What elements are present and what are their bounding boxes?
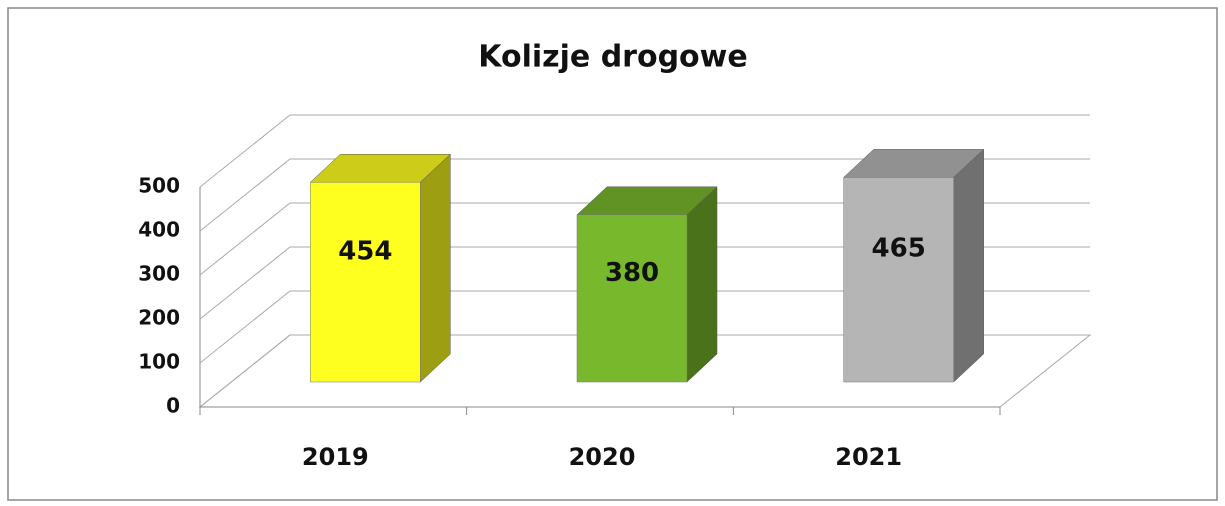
x-tick-label: 2020	[569, 443, 636, 471]
bar-side	[420, 153, 451, 383]
y-tick-label: 400	[138, 218, 180, 242]
data-label: 465	[872, 234, 926, 264]
bar-side	[953, 148, 984, 383]
data-label: 454	[338, 237, 392, 267]
y-tick-label: 500	[138, 174, 180, 198]
chart-title: Kolizje drogowe	[478, 40, 747, 75]
grid-line	[199, 158, 1090, 232]
y-tick-label: 300	[138, 262, 180, 286]
x-tick-label: 2019	[302, 443, 369, 471]
grid-line	[199, 334, 1090, 408]
y-tick-label: 0	[166, 394, 180, 418]
bar	[310, 181, 421, 383]
data-label: 380	[605, 258, 659, 288]
bar	[576, 214, 688, 383]
bar-side	[686, 186, 718, 383]
x-tick-label: 2021	[835, 443, 902, 471]
grid-line	[199, 290, 1090, 364]
grid-line	[199, 114, 1090, 188]
grid-line	[199, 202, 1090, 276]
y-tick-label: 100	[138, 350, 180, 374]
grid-line	[199, 246, 1090, 320]
y-tick-label: 200	[138, 306, 180, 330]
bar	[843, 177, 954, 383]
